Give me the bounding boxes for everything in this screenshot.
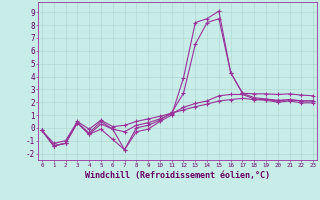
X-axis label: Windchill (Refroidissement éolien,°C): Windchill (Refroidissement éolien,°C) xyxy=(85,171,270,180)
